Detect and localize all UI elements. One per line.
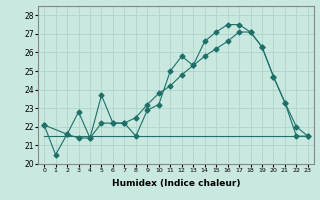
- X-axis label: Humidex (Indice chaleur): Humidex (Indice chaleur): [112, 179, 240, 188]
